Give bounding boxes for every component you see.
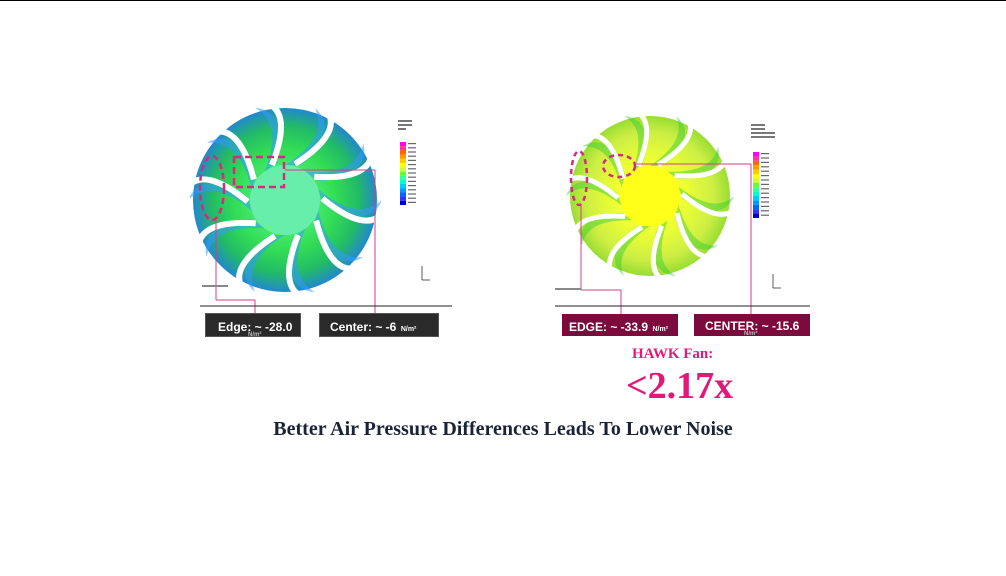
legend-tick-label — [761, 161, 769, 163]
hawk-fan-label: HAWK Fan: — [632, 346, 714, 362]
legend-swatch — [400, 150, 406, 155]
legend-swatch — [400, 158, 406, 163]
left-fan-blades — [190, 100, 387, 301]
legend-tick-label — [761, 170, 769, 172]
legend-swatch — [400, 184, 406, 189]
left-fan-pressure-plot — [190, 100, 452, 313]
legend-swatch — [753, 213, 759, 218]
legend-tick-label — [761, 157, 769, 159]
legend-tick-label — [408, 164, 416, 166]
left-center-box: Center: ~ -6 N/m² — [319, 313, 439, 337]
legend-tick-label — [761, 205, 769, 207]
legend-tick-label — [761, 188, 769, 190]
legend-tick-label — [408, 151, 416, 153]
legend-swatch — [400, 163, 406, 168]
right-edge-unit: N/m² — [652, 326, 669, 333]
legend-tick-label — [761, 179, 769, 181]
right-center-box: CENTER: ~ -15.6 N/m² — [694, 314, 810, 337]
right-fan-pressure-plot — [555, 110, 810, 315]
left-edge-value: Edge: ~ -28.0 — [218, 320, 293, 334]
legend-swatch — [753, 152, 759, 157]
legend-tick-label — [761, 183, 769, 185]
legend-swatch — [400, 146, 406, 151]
legend-swatch — [753, 204, 759, 210]
legend-swatch — [753, 191, 759, 196]
legend-swatch — [753, 178, 759, 183]
legend-swatch — [753, 160, 759, 166]
right-center-marker — [601, 153, 637, 179]
legend-tick-label — [761, 197, 769, 199]
legend-tick-label — [408, 155, 416, 157]
right-edge-box: EDGE: ~ -33.9 N/m² — [562, 314, 678, 336]
noise-ratio: <2.17x — [626, 365, 734, 407]
legend-swatch — [753, 200, 759, 205]
legend-swatch — [400, 142, 406, 147]
left-color-legend — [400, 142, 416, 205]
legend-swatch — [400, 167, 406, 172]
legend-swatch — [400, 175, 406, 180]
legend-tick-label — [761, 214, 769, 216]
legend-tick-label — [761, 153, 769, 155]
legend-swatch — [400, 200, 406, 205]
legend-tick-label — [408, 168, 416, 170]
legend-tick-label — [408, 180, 416, 182]
right-edge-marker — [569, 149, 589, 207]
legend-swatch — [400, 188, 406, 193]
legend-tick-label — [761, 201, 769, 203]
right-fan-blades — [561, 110, 738, 285]
legend-swatch — [753, 196, 759, 201]
legend-tick-label — [408, 185, 416, 187]
legend-tick-label — [761, 175, 769, 177]
legend-tick-label — [761, 166, 769, 168]
legend-swatch — [753, 165, 759, 170]
legend-tick-label — [408, 143, 416, 145]
right-color-legend — [753, 152, 769, 218]
legend-swatch — [753, 209, 759, 214]
left-center-unit: N/m² — [400, 326, 417, 333]
legend-tick-label — [408, 147, 416, 149]
legend-swatch — [400, 171, 406, 176]
right-center-unit: N/m² — [744, 331, 758, 337]
legend-swatch — [400, 196, 406, 201]
legend-swatch — [753, 169, 759, 174]
top-border — [0, 0, 1006, 1]
legend-tick-label — [761, 192, 769, 194]
right-center-value: CENTER: ~ -15.6 — [705, 319, 800, 333]
left-center-marker — [232, 155, 286, 189]
left-edge-box: Edge: ~ -28.0 N/m² — [205, 313, 301, 338]
legend-tick-label — [408, 193, 416, 195]
legend-tick-label — [408, 172, 416, 174]
legend-swatch — [400, 154, 406, 159]
tagline: Better Air Pressure Differences Leads To… — [273, 418, 733, 440]
legend-swatch — [753, 187, 759, 192]
legend-tick-label — [408, 189, 416, 191]
legend-swatch — [753, 174, 759, 179]
legend-swatch — [400, 179, 406, 184]
legend-tick-label — [408, 159, 416, 161]
legend-swatch — [753, 182, 759, 188]
legend-tick-label — [761, 210, 769, 212]
left-edge-marker — [198, 154, 226, 222]
legend-swatch — [753, 156, 759, 161]
right-edge-value: EDGE: ~ -33.9 — [569, 320, 649, 334]
legend-tick-label — [408, 197, 416, 199]
legend-tick-label — [408, 201, 416, 203]
legend-swatch — [400, 192, 406, 197]
legend-tick-label — [408, 176, 416, 178]
left-center-value: Center: ~ -6 — [330, 320, 397, 334]
left-edge-unit: N/m² — [248, 332, 262, 338]
